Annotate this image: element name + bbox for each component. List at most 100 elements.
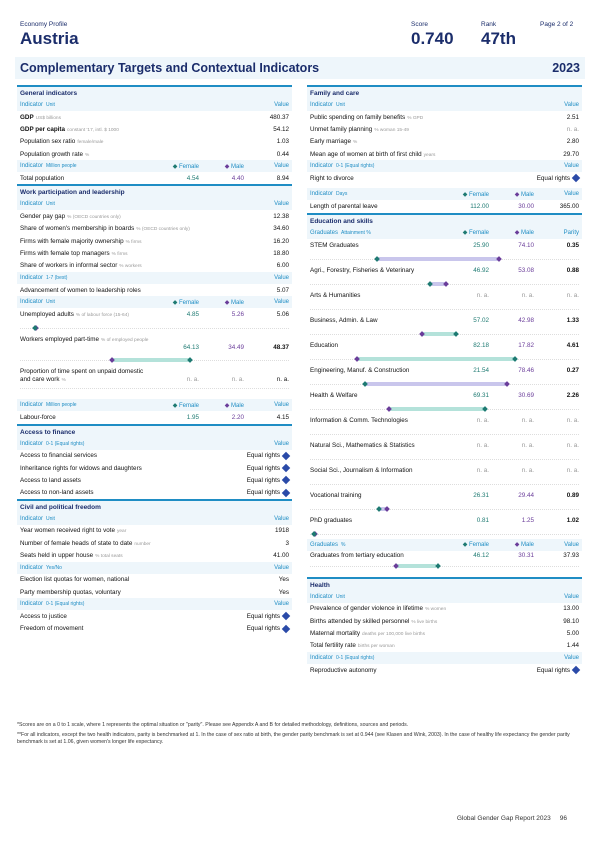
unit-label: 0-1 (Equal rights)	[336, 163, 375, 170]
row-value: n. a.	[566, 416, 579, 424]
table-row: Share of workers in informal sector% wor…	[17, 260, 292, 272]
unit-label: 0-1 (Equal rights)	[46, 440, 85, 447]
row-label: Access to financial services	[20, 452, 97, 460]
row-label: Right to divorce	[310, 174, 354, 182]
table-row: Total population 4.54 4.40 8.94	[17, 172, 292, 184]
row-label: Population sex ratio	[20, 138, 76, 146]
row-value: 16.20	[273, 237, 289, 245]
table-row: Access to justice Equal rights	[17, 610, 292, 622]
row-value: 2.51	[566, 113, 579, 121]
row-value: 0.35	[566, 241, 579, 249]
indicator-label: Indicator	[310, 102, 334, 108]
row-value: 98.10	[563, 617, 579, 625]
row-value: Equal rights	[536, 666, 570, 674]
row-value: 2.80	[566, 138, 579, 146]
row-label: Engineering, Manuf. & Construction	[310, 366, 410, 374]
table-row: Right to divorce Equal rights	[307, 172, 582, 184]
gender-gap-bar	[376, 256, 499, 261]
table-row: Advancement of women to leadership roles…	[17, 284, 292, 296]
column-header: Indicator Million people ◆ Female ◆ Male Val…	[17, 160, 292, 173]
equal-rights-diamond-icon	[281, 463, 291, 473]
report-year: 2023	[552, 61, 580, 75]
male-value: 34.49	[228, 344, 244, 352]
row-label: Total population	[20, 174, 65, 182]
row-unit: US$ billions	[35, 115, 61, 121]
row-unit: % workers	[119, 264, 142, 270]
table-row: Length of parental leave 112.00 30.00 365.0…	[307, 200, 582, 212]
gender-bar-track	[310, 280, 579, 287]
unit-label: Unit	[46, 515, 55, 522]
row-unit: % (OECD countries only)	[136, 227, 190, 233]
unit-label: Days	[336, 191, 348, 198]
table-row: Population sex ratio female/male 1.03	[17, 136, 292, 148]
female-diamond-icon: ◆	[172, 163, 178, 170]
row-label: Health & Welfare	[310, 391, 358, 399]
male-label: Male	[230, 163, 244, 170]
value-label: Value	[564, 654, 579, 661]
row-label: Total fertility rate	[310, 642, 356, 650]
row-value: n. a.	[566, 466, 579, 474]
row-unit: % firms	[111, 252, 128, 258]
value-label: Value	[274, 601, 289, 608]
male-diamond-icon: ◆	[514, 230, 520, 237]
row-value: 5.06	[276, 311, 289, 319]
male-diamond-icon: ◆	[224, 163, 230, 170]
row-label: GDP per capita	[20, 125, 66, 133]
work-participation-section: Work participation and leadership Indica…	[17, 184, 292, 423]
table-row: Unemployed adults% of labour force (15-6…	[17, 308, 292, 333]
section-title: General indicators	[17, 87, 292, 99]
male-value: 1.25	[521, 516, 534, 524]
row-value: n. a.	[566, 441, 579, 449]
unit-label: Million people	[46, 402, 77, 409]
row-value: 41.00	[273, 551, 289, 559]
male-diamond-icon: ◆	[514, 542, 520, 549]
female-label: Female	[178, 163, 199, 170]
row-label: Population growth rate	[20, 150, 84, 158]
row-label: Unemployed adults	[20, 311, 74, 319]
female-value: 21.54	[473, 366, 489, 374]
male-diamond-icon: ◆	[224, 299, 230, 306]
equal-rights-diamond-icon	[571, 174, 581, 183]
gender-gap-bar	[421, 331, 457, 336]
value-label: Value	[274, 402, 289, 409]
education-skills-section: Education and skills Graduates Attainment…	[307, 212, 582, 571]
equal-rights-diamond-icon	[281, 476, 291, 485]
row-label: Business, Admin. & Law	[310, 316, 378, 324]
row-value: Equal rights	[246, 612, 280, 620]
table-row: Natural Sci., Mathematics & Statistics n.…	[307, 439, 582, 464]
row-label: Freedom of movement	[20, 625, 84, 633]
row-value: n. a.	[276, 376, 289, 384]
row-label: Advancement of women to leadership roles	[20, 286, 141, 294]
male-diamond-icon: ◆	[514, 191, 520, 198]
unit-label: Unit	[46, 102, 55, 108]
table-row: Vocational training 26.31 29.44 0.89	[307, 489, 582, 514]
value-label: Value	[564, 593, 579, 600]
female-value: 4.85	[186, 311, 199, 319]
row-unit: %	[352, 140, 358, 146]
row-value: 1.02	[566, 516, 579, 524]
male-label: Male	[520, 230, 534, 237]
health-section: Health Indicator Unit Value Prevalence of …	[307, 576, 582, 676]
female-value: n. a.	[186, 376, 199, 384]
male-value: 42.98	[518, 316, 534, 324]
rank-value: 47th	[481, 29, 516, 48]
equal-rights-diamond-icon	[281, 488, 291, 497]
row-value: 1.44	[566, 642, 579, 650]
unit-label: 1-7 (best)	[46, 274, 68, 281]
male-value: 30.00	[518, 203, 534, 211]
table-row: Access to land assets Equal rights	[17, 474, 292, 486]
row-unit: % firms	[125, 239, 142, 245]
female-diamond-icon: ◆	[172, 402, 178, 409]
row-label: Firms with female majority ownership	[20, 237, 124, 245]
row-label: Labour-force	[20, 413, 56, 421]
table-row: Firms with female top managers% firms 18.…	[17, 247, 292, 259]
table-row: PhD graduates 0.81 1.25 1.02	[307, 514, 582, 539]
value-label: Value	[274, 515, 289, 522]
unit-label: Million people	[46, 163, 77, 170]
table-row: Election list quotas for women, national…	[17, 574, 292, 586]
unit-label: 0-1 (Equal rights)	[46, 601, 85, 608]
male-marker-icon	[384, 505, 390, 512]
indicator-label: Indicator	[20, 102, 44, 108]
gender-bar-track	[310, 458, 579, 461]
female-value: 82.18	[473, 341, 489, 349]
